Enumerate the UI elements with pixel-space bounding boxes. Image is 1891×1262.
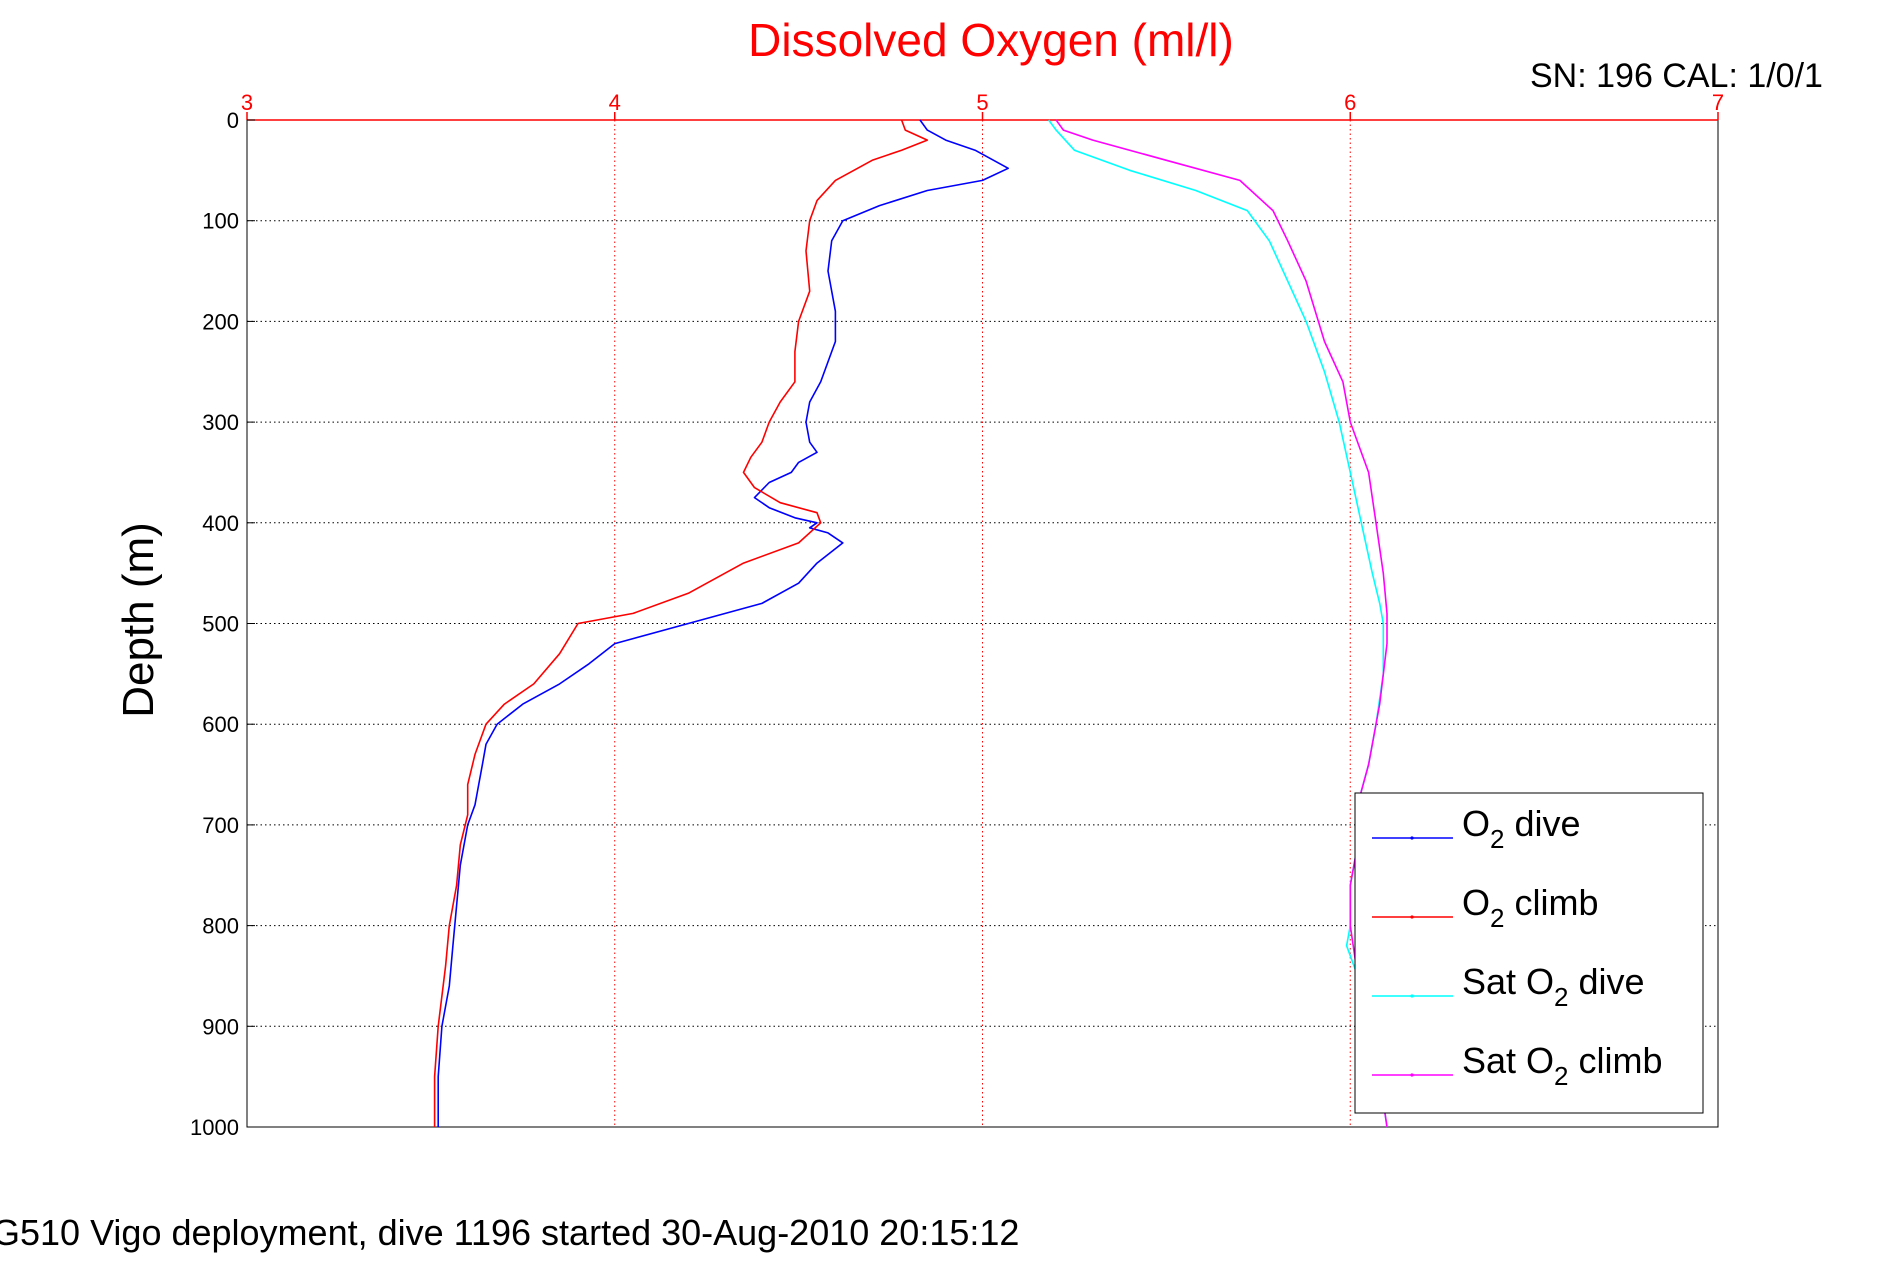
- legend-box: [1354, 792, 1704, 1114]
- y-tick-label: 900: [202, 1014, 239, 1039]
- x-tick-label: 6: [1344, 90, 1356, 115]
- y-tick-label: 200: [202, 309, 239, 334]
- legend-marker-sat-o2-climb: [1410, 1073, 1414, 1077]
- x-tick-label: 4: [609, 90, 621, 115]
- y-tick-label: 400: [202, 511, 239, 536]
- y-tick-label: 600: [202, 712, 239, 737]
- series-line-o2-dive: [437, 119, 1010, 1127]
- legend-marker-o2-dive: [1410, 836, 1414, 840]
- y-tick-label: 700: [202, 813, 239, 838]
- y-axis-ticks: 0 100 200 300 400 500 600 700 800 900 1000: [190, 108, 255, 1140]
- legend-label-sat-o2-climb: Sat O2 climb: [1462, 1040, 1663, 1091]
- series-line-sat-o2-climb: [1055, 119, 1388, 1128]
- y-tick-label: 500: [202, 612, 239, 637]
- legend-label-sat-o2-dive: Sat O2 dive: [1462, 961, 1645, 1012]
- legend-marker-sat-o2-dive: [1410, 994, 1414, 998]
- deployment-caption: G510 Vigo deployment, dive 1196 started …: [0, 1212, 1019, 1253]
- grid: [247, 120, 1718, 1127]
- legend-label-o2-climb: O2 climb: [1462, 882, 1599, 933]
- x-axis-ticks: 3 4 5 6 7: [241, 90, 1724, 120]
- y-tick-label: 100: [202, 209, 239, 234]
- series: [433, 119, 1388, 1128]
- y-tick-label: 800: [202, 914, 239, 939]
- series-line-o2-climb: [433, 119, 929, 1127]
- legend-marker-o2-climb: [1410, 915, 1414, 919]
- x-tick-label: 5: [976, 90, 988, 115]
- x-tick-label: 3: [241, 90, 253, 115]
- chart-title: Dissolved Oxygen (ml/l): [748, 14, 1234, 66]
- y-tick-label: 1000: [190, 1115, 239, 1140]
- x-tick-label: 7: [1712, 90, 1724, 115]
- y-tick-label: 300: [202, 410, 239, 435]
- y-axis-label: Depth (m): [114, 522, 163, 718]
- legend: O2 dive O2 climb Sat O2 dive Sat O2 climb: [1354, 792, 1704, 1114]
- sensor-calibration-label: SN: 196 CAL: 1/0/1: [1530, 57, 1823, 95]
- y-tick-label: 0: [227, 108, 239, 133]
- legend-label-o2-dive: O2 dive: [1462, 803, 1581, 854]
